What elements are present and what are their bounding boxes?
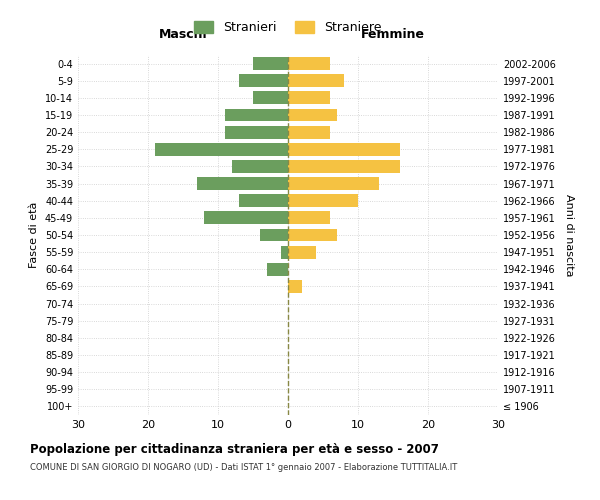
Bar [288,92,330,104]
Bar [197,177,288,190]
Bar [288,126,330,138]
Y-axis label: Fasce di età: Fasce di età [29,202,39,268]
Bar [288,280,302,293]
Bar [225,108,288,122]
Bar [288,194,358,207]
Bar [204,212,288,224]
Bar [253,92,288,104]
Bar [253,57,288,70]
Legend: Stranieri, Straniere: Stranieri, Straniere [190,16,386,40]
Bar [239,194,288,207]
Bar [225,126,288,138]
Bar [288,74,344,87]
Bar [288,177,379,190]
Bar [288,108,337,122]
Bar [288,143,400,156]
Bar [239,74,288,87]
Y-axis label: Anni di nascita: Anni di nascita [564,194,574,276]
Bar [267,263,288,276]
Bar [288,160,400,173]
Bar [260,228,288,241]
Bar [232,160,288,173]
Bar [288,228,337,241]
Text: Maschi: Maschi [158,28,208,42]
Bar [155,143,288,156]
Text: Femmine: Femmine [361,28,425,42]
Text: Popolazione per cittadinanza straniera per età e sesso - 2007: Popolazione per cittadinanza straniera p… [30,442,439,456]
Bar [288,57,330,70]
Bar [288,246,316,258]
Bar [288,212,330,224]
Text: COMUNE DI SAN GIORGIO DI NOGARO (UD) - Dati ISTAT 1° gennaio 2007 - Elaborazione: COMUNE DI SAN GIORGIO DI NOGARO (UD) - D… [30,462,457,471]
Bar [281,246,288,258]
